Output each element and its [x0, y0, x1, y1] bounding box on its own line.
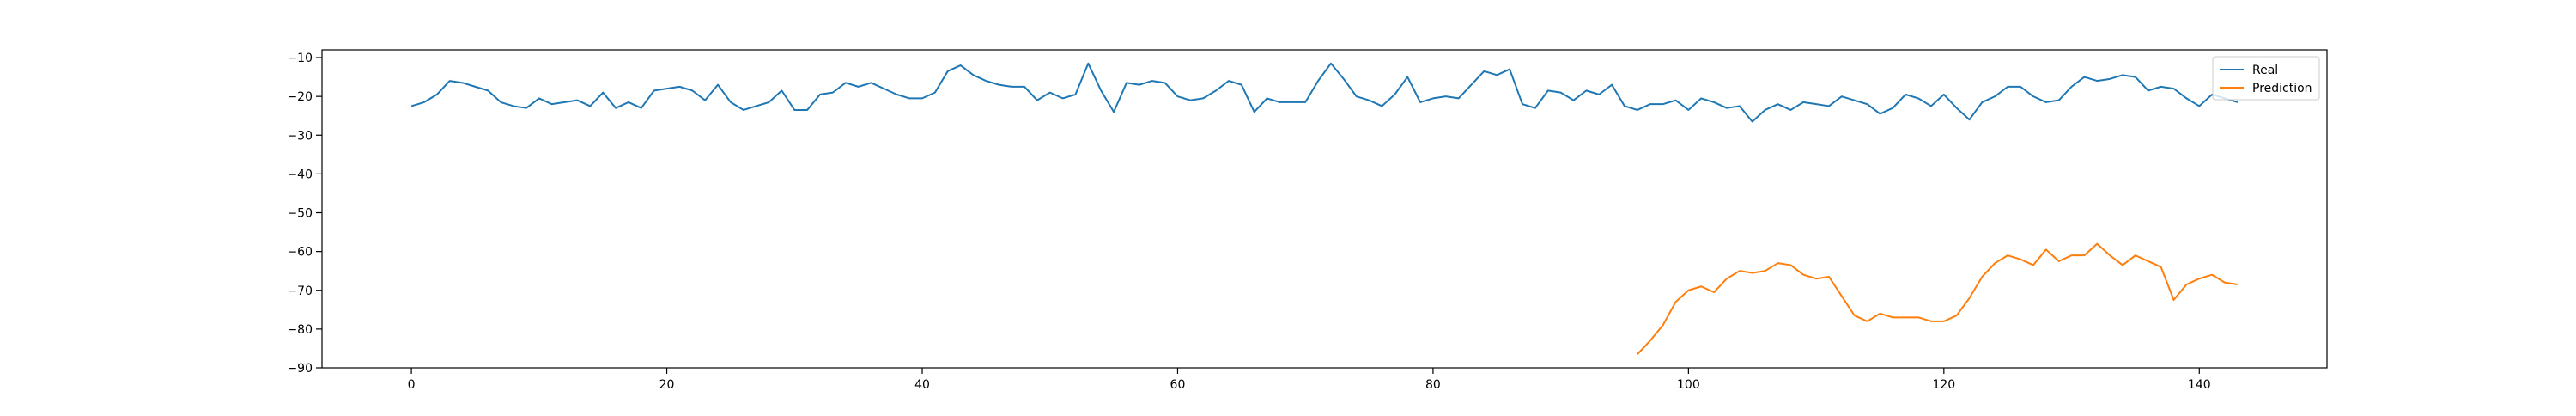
x-tick-label: 40	[914, 378, 930, 392]
series-layer	[410, 62, 2239, 355]
legend-label-real: Real	[2252, 64, 2278, 77]
y-tick-label: −20	[287, 90, 313, 104]
x-tick-label: 140	[2188, 378, 2211, 392]
plot-area-frame	[321, 49, 2328, 369]
series-line-real	[410, 62, 2239, 123]
x-tick-label: 20	[659, 378, 675, 392]
x-axis: 0 20 40 60 80 100 120 140	[408, 368, 2211, 392]
x-tick-label: 80	[1425, 378, 1441, 392]
y-tick-label: −70	[287, 284, 313, 298]
y-tick-label: −30	[287, 129, 313, 143]
legend-box	[2212, 56, 2320, 101]
x-tick-label: 60	[1170, 378, 1186, 392]
y-tick-label: −80	[287, 323, 313, 337]
series-line-prediction	[1637, 242, 2239, 355]
legend-label-prediction: Prediction	[2252, 82, 2312, 95]
y-axis: −90 −80 −70 −60 −50 −40 −30 −20 −10	[287, 52, 322, 376]
y-tick-label: −10	[287, 52, 313, 65]
x-tick-label: 120	[1932, 378, 1955, 392]
y-tick-label: −90	[287, 362, 313, 376]
y-tick-label: −60	[287, 246, 313, 260]
y-tick-label: −40	[287, 168, 313, 181]
x-tick-label: 0	[408, 378, 416, 392]
legend: Real Prediction	[2212, 56, 2320, 101]
y-tick-label: −50	[287, 207, 313, 221]
x-tick-label: 100	[1677, 378, 1700, 392]
